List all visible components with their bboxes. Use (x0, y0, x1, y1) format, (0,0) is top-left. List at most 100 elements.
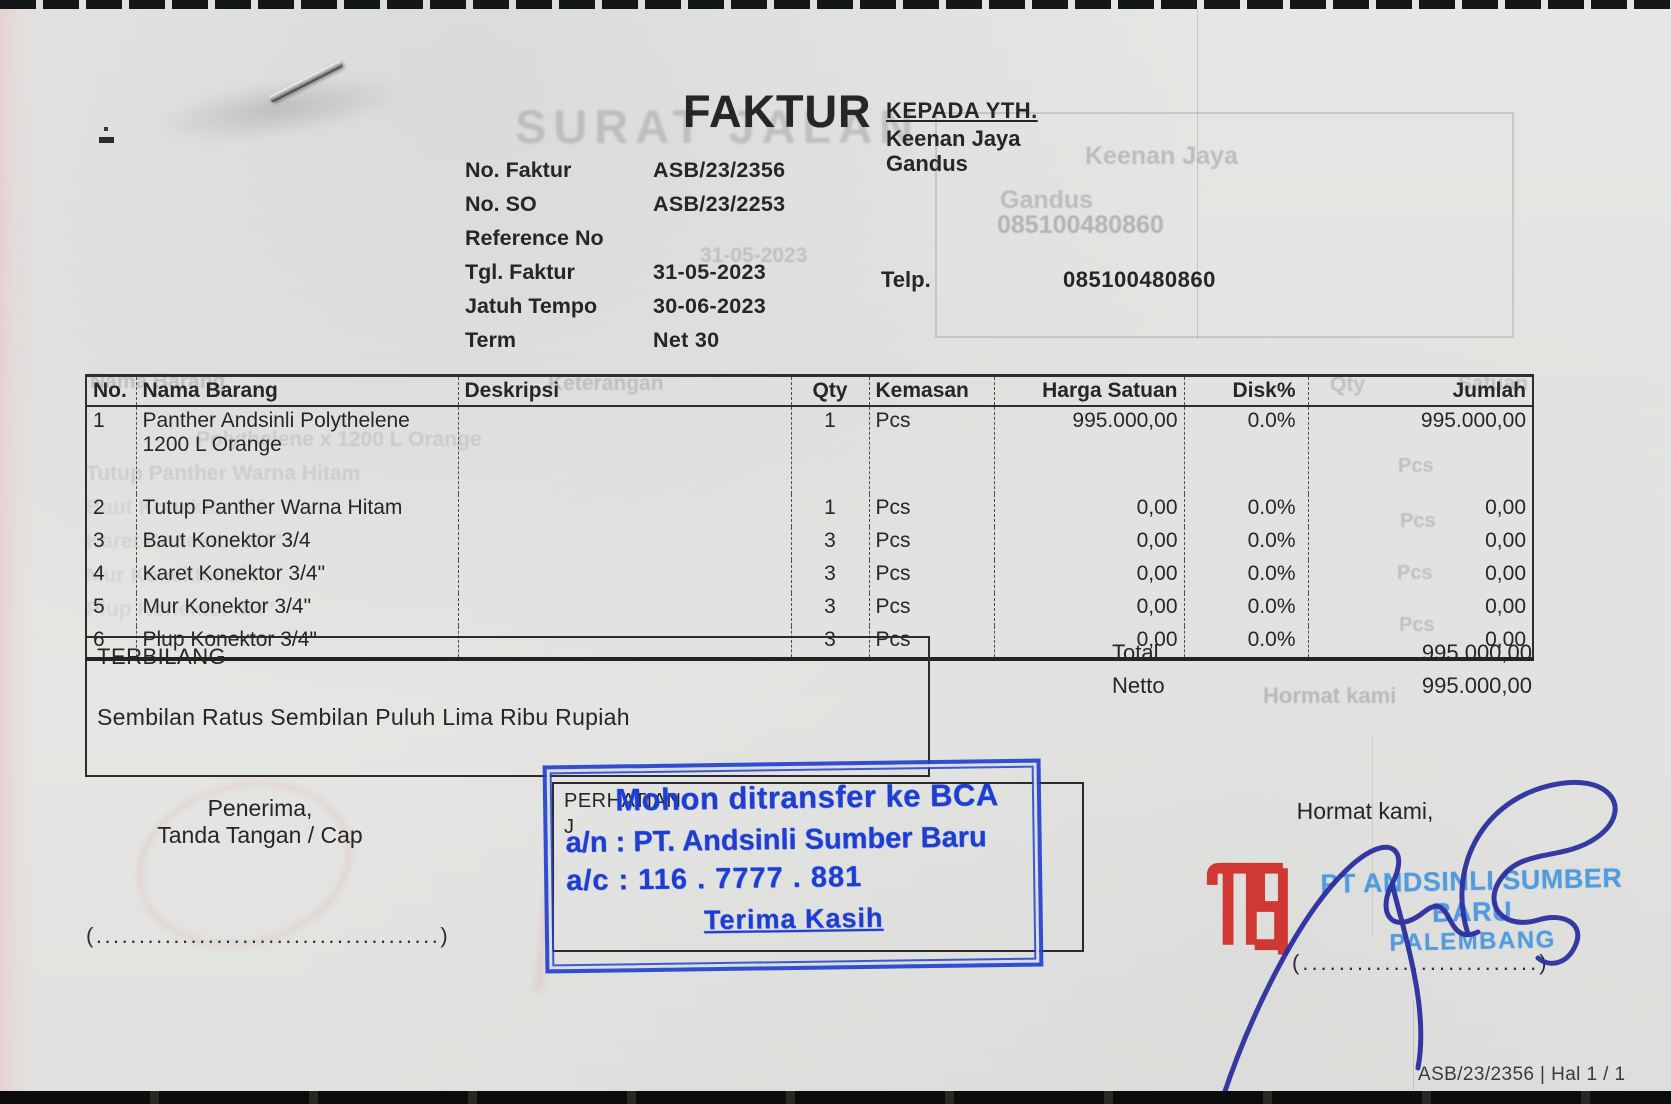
cell-jumlah: 0,00 (1307, 593, 1533, 626)
paper-crease-mid (1372, 735, 1373, 935)
cell-disk: 0.0% (1183, 494, 1308, 527)
scanner-edge-bottom (0, 1091, 1671, 1104)
table-header-row: No. Nama Barang Deskripsi Qty Kemasan Ha… (86, 375, 1533, 407)
total-value: 995.000,00 (1421, 640, 1532, 665)
meta-value: ASB/23/2253 (653, 192, 786, 216)
attention-box: PERHATIAN J (552, 782, 1084, 952)
receiver-signature-line: (.......................................… (86, 923, 451, 948)
cell-kemasan: Pcs (868, 406, 994, 494)
cell-nama: Mur Konektor 3/4" (135, 593, 458, 626)
cell-no: 1 (93, 409, 105, 432)
cell-nama: Panther Andsinli Polythelene 1200 L Oran… (135, 406, 458, 494)
receiver-title: Penerima, (207, 795, 313, 821)
cell-jumlah: 995.000,00 (1307, 406, 1533, 494)
col-disk: Disk% (1183, 375, 1308, 407)
bank-transfer-stamp: Mohon ditransfer ke BCA a/n : PT. Andsin… (542, 758, 1044, 974)
handwritten-signature (1220, 779, 1618, 1100)
meta-row-tgl-faktur: Tgl. Faktur 31-05-2023 (465, 260, 785, 294)
cell-qty: 3 (790, 560, 869, 593)
cell-kemasan: Pcs (868, 527, 994, 560)
cell-disk: 0.0% (1183, 560, 1308, 593)
cell-disk: 0.0% (1183, 626, 1308, 659)
table-row: 5 Mur Konektor 3/4" 3 Pcs 0,00 0.0% 0,00 (86, 593, 1533, 626)
cell-qty: 3 (790, 626, 869, 659)
terbilang-label: TERBILANG (97, 644, 227, 669)
page-footer-reference: ASB/23/2356 | Hal 1 / 1 (1418, 1064, 1626, 1085)
cell-qty: 3 (790, 527, 869, 560)
netto-value: 995.000,00 (1421, 673, 1532, 698)
meta-label: Tgl. Faktur (465, 260, 575, 284)
meta-row-no-so: No. SO ASB/23/2253 (465, 192, 785, 226)
receiver-subtitle: Tanda Tangan / Cap (157, 822, 363, 848)
ghost-recipient-phone: 085100480860 (997, 211, 1164, 239)
cell-deskripsi (457, 593, 791, 626)
netto-label: Netto (1112, 673, 1165, 698)
cell-nama: Tutup Panther Warna Hitam (135, 494, 458, 527)
ghost-recipient-name: Keenan Jaya (1085, 142, 1238, 170)
cell-harga: 0,00 (993, 593, 1184, 626)
meta-row-term: Term Net 30 (465, 328, 785, 362)
ghost-date: 31-05-2023 (700, 244, 808, 267)
col-qty: Qty (790, 375, 869, 407)
cell-nama: Baut Konektor 3/4 (135, 527, 458, 560)
cell-harga: 0,00 (993, 626, 1184, 659)
recipient-name: Keenan Jaya (886, 126, 1021, 151)
cell-harga: 995.000,00 (993, 406, 1184, 494)
cell-kemasan: Pcs (868, 494, 994, 527)
cell-jumlah: 0,00 (1307, 494, 1533, 527)
cell-no: 3 (93, 529, 105, 552)
col-harga-satuan: Harga Satuan (993, 375, 1184, 407)
stamp-line-account-name: a/n : PT. Andsinli Sumber Baru (565, 821, 987, 860)
cell-qty: 3 (790, 593, 869, 626)
cell-qty: 1 (790, 494, 869, 527)
cell-nama: Plup Konektor 3/4" (135, 626, 458, 659)
col-no: No. (86, 375, 136, 407)
cell-deskripsi (457, 527, 791, 560)
receiver-sign-block: Penerima, Tanda Tangan / Cap (100, 795, 420, 849)
recipient-city: Gandus (886, 151, 968, 176)
meta-label: No. Faktur (465, 158, 572, 182)
meta-value: Net 30 (653, 328, 720, 352)
cell-no: 2 (93, 496, 105, 519)
paper-crease-bottom (1413, 1000, 1414, 1090)
table-row: 2 Tutup Panther Warna Hitam 1 Pcs 0,00 0… (86, 494, 1533, 527)
cell-jumlah: 0,00 (1307, 527, 1533, 560)
meta-value: ASB/23/2356 (653, 158, 786, 182)
line-items-table: No. Nama Barang Deskripsi Qty Kemasan Ha… (85, 374, 1534, 661)
terbilang-text: Sembilan Ratus Sembilan Puluh Lima Ribu … (97, 704, 630, 730)
col-nama-barang: Nama Barang (135, 375, 458, 407)
cell-deskripsi (457, 626, 791, 659)
meta-label: No. SO (465, 192, 537, 216)
ghost-surat-jalan-text: SURAT JALAN (515, 100, 921, 153)
sender-signature-line: (..........................) (1292, 950, 1550, 975)
cell-no: 5 (93, 595, 105, 618)
cell-disk: 0.0% (1183, 527, 1308, 560)
total-label: Total (1112, 640, 1159, 665)
meta-value: 30-06-2023 (653, 294, 766, 318)
cell-disk: 0.0% (1183, 593, 1308, 626)
cell-harga: 0,00 (993, 494, 1184, 527)
cell-harga: 0,00 (993, 560, 1184, 593)
col-jumlah: Jumlah (1307, 375, 1533, 407)
company-logo-icon (1206, 862, 1288, 955)
cell-deskripsi (457, 560, 791, 593)
table-row: 3 Baut Konektor 3/4 3 Pcs 0,00 0.0% 0,00 (86, 527, 1533, 560)
table-row: 6 Plup Konektor 3/4" 3 Pcs 0,00 0.0% 0,0… (86, 626, 1533, 659)
ghost-recipient-city: Gandus (1000, 186, 1094, 214)
cell-harga: 0,00 (993, 527, 1184, 560)
meta-label: Reference No (465, 226, 604, 250)
cell-jumlah: 0,00 (1307, 560, 1533, 593)
table-row: 1 Panther Andsinli Polythelene 1200 L Or… (86, 406, 1533, 494)
attention-label: PERHATIAN (564, 790, 682, 812)
meta-label: Term (465, 328, 516, 352)
ghost-recipient-box (935, 112, 1514, 338)
cell-kemasan: Pcs (868, 626, 994, 659)
cell-nama: Karet Konektor 3/4" (135, 560, 458, 593)
meta-row-reference-no: Reference No (465, 226, 785, 260)
meta-label: Jatuh Tempo (465, 294, 598, 318)
cell-jumlah: 0,00 (1307, 626, 1533, 659)
cell-no: 6 (93, 628, 105, 651)
meta-row-no-faktur: No. Faktur ASB/23/2356 (465, 158, 785, 192)
cell-kemasan: Pcs (868, 560, 994, 593)
cell-no: 4 (93, 562, 105, 585)
